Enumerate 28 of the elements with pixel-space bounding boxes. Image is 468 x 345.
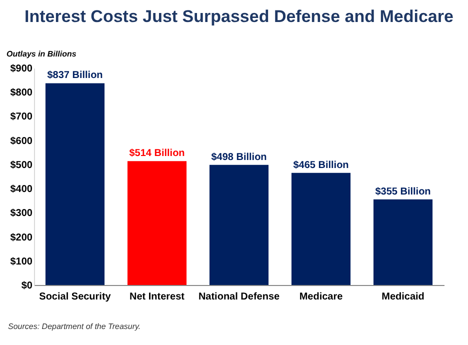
y-axis-title: Outlays in Billions <box>6 50 77 58</box>
bar <box>373 199 433 285</box>
y-tick-label: $700 <box>10 112 33 123</box>
x-tick-label: Medicaid <box>382 292 424 302</box>
y-tick-label: $500 <box>10 160 33 171</box>
y-tick-label: $400 <box>10 184 33 196</box>
y-tick-label: $900 <box>10 64 33 74</box>
y-tick-label: $600 <box>10 136 33 147</box>
y-tick-label: $800 <box>10 88 33 99</box>
source-note: Sources: Department of the Treasury. <box>8 322 141 331</box>
y-tick-label: $200 <box>10 232 33 244</box>
chart-title: Interest Costs Just Surpassed Defense and Medicare <box>24 7 454 26</box>
bar <box>209 164 269 285</box>
bar <box>291 172 351 285</box>
y-tick-label: $0 <box>21 280 33 292</box>
x-tick-label: National Defense <box>198 292 280 302</box>
data-label: $837 Billion <box>47 70 103 82</box>
data-label: $514 Billion <box>129 148 185 160</box>
x-tick-label: Net Interest <box>129 292 186 302</box>
bar <box>45 83 105 285</box>
data-label: $465 Billion <box>293 160 349 171</box>
data-label: $498 Billion <box>211 152 267 163</box>
y-tick-label: $100 <box>10 256 33 268</box>
y-tick-label: $300 <box>10 208 33 220</box>
bar <box>127 161 187 285</box>
x-tick-label: Social Security <box>39 292 112 302</box>
data-label: $355 Billion <box>375 186 431 198</box>
x-tick-label: Medicare <box>299 292 344 302</box>
